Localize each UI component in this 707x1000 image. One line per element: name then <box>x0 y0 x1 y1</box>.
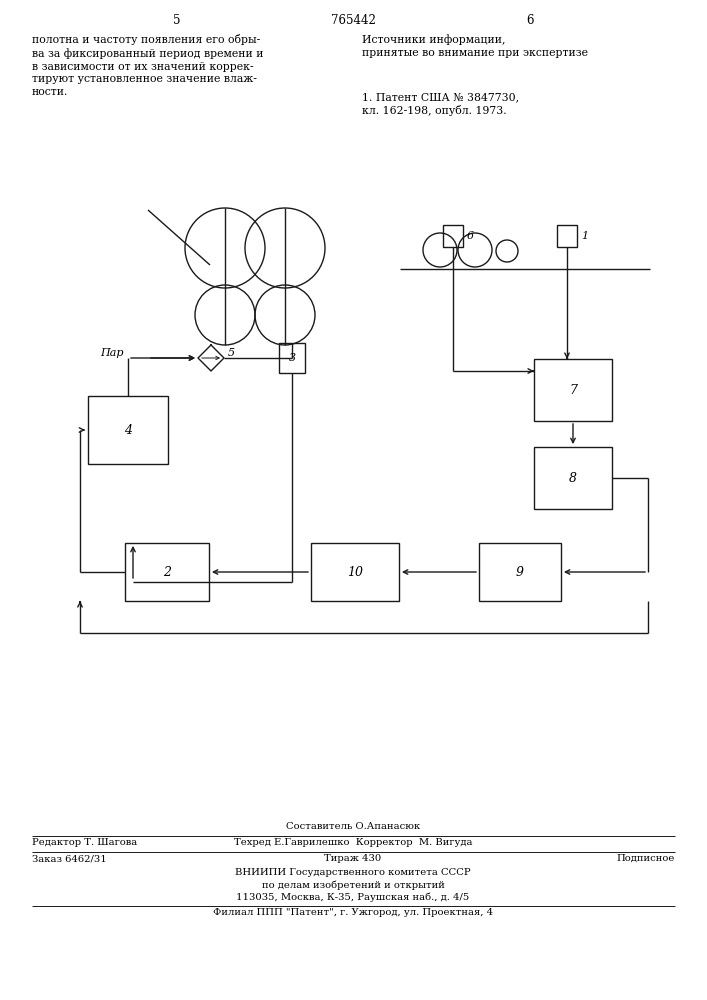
Text: Техред Е.Гаврилешко  Корректор  М. Вигуда: Техред Е.Гаврилешко Корректор М. Вигуда <box>234 838 472 847</box>
Bar <box>443 225 463 247</box>
Text: полотна и частоту появления его обры-
ва за фиксированный период времени и
в зав: полотна и частоту появления его обры- ва… <box>32 34 264 97</box>
Bar <box>534 447 612 509</box>
Text: 6: 6 <box>467 231 474 241</box>
Text: 9: 9 <box>516 566 524 578</box>
Text: 1: 1 <box>581 231 588 241</box>
Text: 8: 8 <box>569 472 577 485</box>
Text: ВНИИПИ Государственного комитета СССР: ВНИИПИ Государственного комитета СССР <box>235 868 471 877</box>
Text: 10: 10 <box>347 566 363 578</box>
Text: 2: 2 <box>163 566 171 578</box>
Text: 3: 3 <box>288 353 296 363</box>
Text: 1. Патент США № 3847730,
кл. 162-198, опубл. 1973.: 1. Патент США № 3847730, кл. 162-198, оп… <box>362 92 519 116</box>
Text: Источники информации,
принятые во внимание при экспертизе: Источники информации, принятые во вниман… <box>362 34 588 58</box>
Text: 113035, Москва, К-35, Раушская наб., д. 4/5: 113035, Москва, К-35, Раушская наб., д. … <box>236 892 469 902</box>
Bar <box>311 543 399 601</box>
Text: по делам изобретений и открытий: по делам изобретений и открытий <box>262 880 445 890</box>
Text: 5: 5 <box>173 14 181 27</box>
Bar <box>479 543 561 601</box>
Bar <box>279 343 305 373</box>
Text: Филиал ППП "Патент", г. Ужгород, ул. Проектная, 4: Филиал ППП "Патент", г. Ужгород, ул. Про… <box>213 908 493 917</box>
Text: Составитель О.Апанасюк: Составитель О.Апанасюк <box>286 822 420 831</box>
Text: 7: 7 <box>569 383 577 396</box>
Text: 765442: 765442 <box>331 14 375 27</box>
Text: Пар: Пар <box>100 348 124 358</box>
Text: Подписное: Подписное <box>617 854 675 863</box>
Bar <box>125 543 209 601</box>
Bar <box>534 359 612 421</box>
Text: 5: 5 <box>228 348 235 358</box>
Text: Редактор Т. Шагова: Редактор Т. Шагова <box>32 838 137 847</box>
Text: Тираж 430: Тираж 430 <box>325 854 382 863</box>
Text: 4: 4 <box>124 424 132 436</box>
Bar <box>557 225 577 247</box>
Bar <box>88 396 168 464</box>
Text: 6: 6 <box>526 14 534 27</box>
Text: Заказ 6462/31: Заказ 6462/31 <box>32 854 107 863</box>
